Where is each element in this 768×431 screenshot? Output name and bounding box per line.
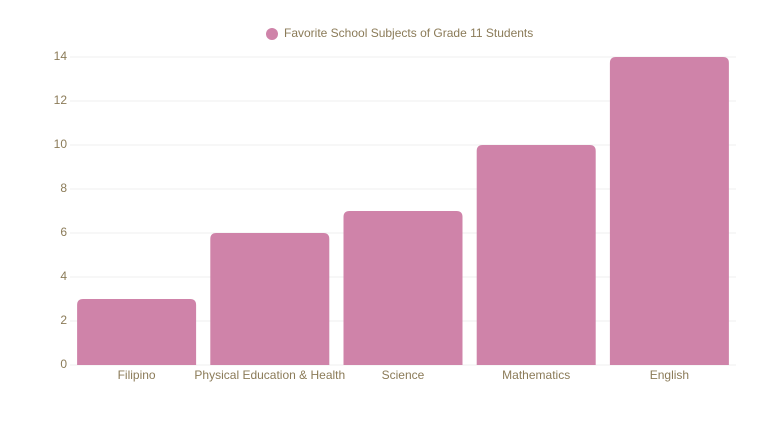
x-tick-label: English: [650, 368, 689, 382]
bar: [77, 299, 197, 365]
legend-label: Favorite School Subjects of Grade 11 Stu…: [284, 26, 533, 40]
bar: [343, 211, 463, 365]
bar: [609, 57, 729, 365]
y-tick-label: 2: [60, 313, 67, 327]
x-tick-label: Physical Education & Health: [194, 368, 345, 382]
y-tick-label: 0: [60, 357, 67, 371]
x-tick-label: Mathematics: [502, 368, 570, 382]
y-tick-label: 8: [60, 181, 67, 195]
bar: [210, 233, 330, 365]
x-tick-label: Filipino: [118, 368, 156, 382]
y-tick-label: 12: [54, 93, 68, 107]
legend-marker: [266, 28, 278, 40]
y-tick-label: 6: [60, 225, 67, 239]
bar: [476, 145, 596, 365]
y-tick-label: 10: [54, 137, 68, 151]
y-tick-label: 14: [54, 49, 68, 63]
y-tick-label: 4: [60, 269, 67, 283]
x-tick-label: Science: [382, 368, 425, 382]
